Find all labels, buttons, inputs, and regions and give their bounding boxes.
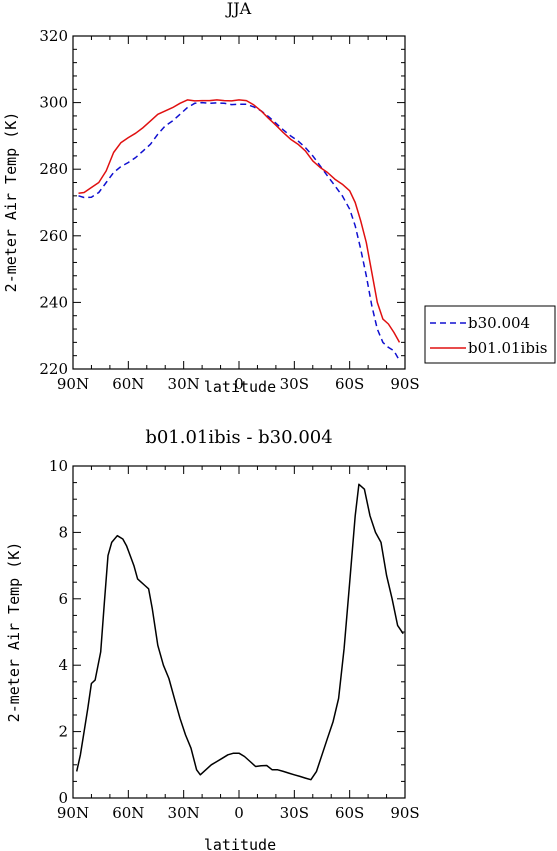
- bottom-y-tick-label: 2: [58, 723, 68, 741]
- bottom-y-tick-label: 10: [49, 457, 68, 475]
- legend-label-b30: b30.004: [468, 314, 530, 332]
- bottom-panel: b01.01ibis - b30.004 90N 60N 30N 0 30S 60S 90S…: [5, 427, 420, 851]
- bottom-x-tick-label: 0: [234, 804, 244, 822]
- top-x-tick-label: 90S: [390, 375, 419, 393]
- legend: b30.004 b01.01ibis: [424, 305, 556, 364]
- bottom-y-tick-label: 8: [58, 523, 68, 541]
- top-y-tick-label: 300: [39, 94, 68, 112]
- top-x-tick-label: 60S: [335, 375, 364, 393]
- top-y-axis-label: 2-meter Air Temp (K): [2, 112, 20, 293]
- top-x-tick-label: 60N: [112, 375, 144, 393]
- top-x-axis-label: latitude: [204, 378, 276, 396]
- top-x-tick-label: 90N: [57, 375, 89, 393]
- bottom-x-tick-label: 60N: [112, 804, 144, 822]
- top-panel: JJA 90N 60N 30N 0 30S 60S 90S 220 240 260 280 300 32…: [2, 0, 420, 396]
- bottom-x-tick-label: 90N: [57, 804, 89, 822]
- bottom-y-axis-label: 2-meter Air Temp (K): [5, 542, 23, 723]
- bottom-y-tick-label: 6: [58, 590, 68, 608]
- bottom-x-tick-label: 90S: [390, 804, 419, 822]
- top-y-tick-label: 260: [39, 227, 68, 245]
- top-chart-title: JJA: [225, 0, 252, 18]
- top-x-tick-label: 30N: [168, 375, 200, 393]
- bottom-x-tick-label: 60S: [335, 804, 364, 822]
- top-y-tick-label: 240: [39, 293, 68, 311]
- bottom-chart-title: b01.01ibis - b30.004: [145, 427, 332, 448]
- top-y-tick-label: 220: [39, 360, 68, 378]
- top-series-line-0: [78, 101, 401, 362]
- bottom-y-tick-label: 0: [58, 789, 68, 807]
- legend-label-ibis: b01.01ibis: [468, 339, 547, 357]
- bottom-y-tick-label: 4: [58, 656, 68, 674]
- top-y-tick-label: 320: [39, 27, 68, 45]
- legend-box: [424, 305, 556, 364]
- top-x-tick-label: 30S: [280, 375, 309, 393]
- bottom-x-tick-label: 30S: [280, 804, 309, 822]
- top-x-tick-label: 0: [234, 375, 244, 393]
- top-y-tick-label: 280: [39, 160, 68, 178]
- bottom-x-axis-label: latitude: [204, 836, 276, 851]
- top-series-line-1: [78, 99, 401, 343]
- bottom-x-tick-label: 30N: [168, 804, 200, 822]
- bottom-series-line-0: [75, 483, 404, 781]
